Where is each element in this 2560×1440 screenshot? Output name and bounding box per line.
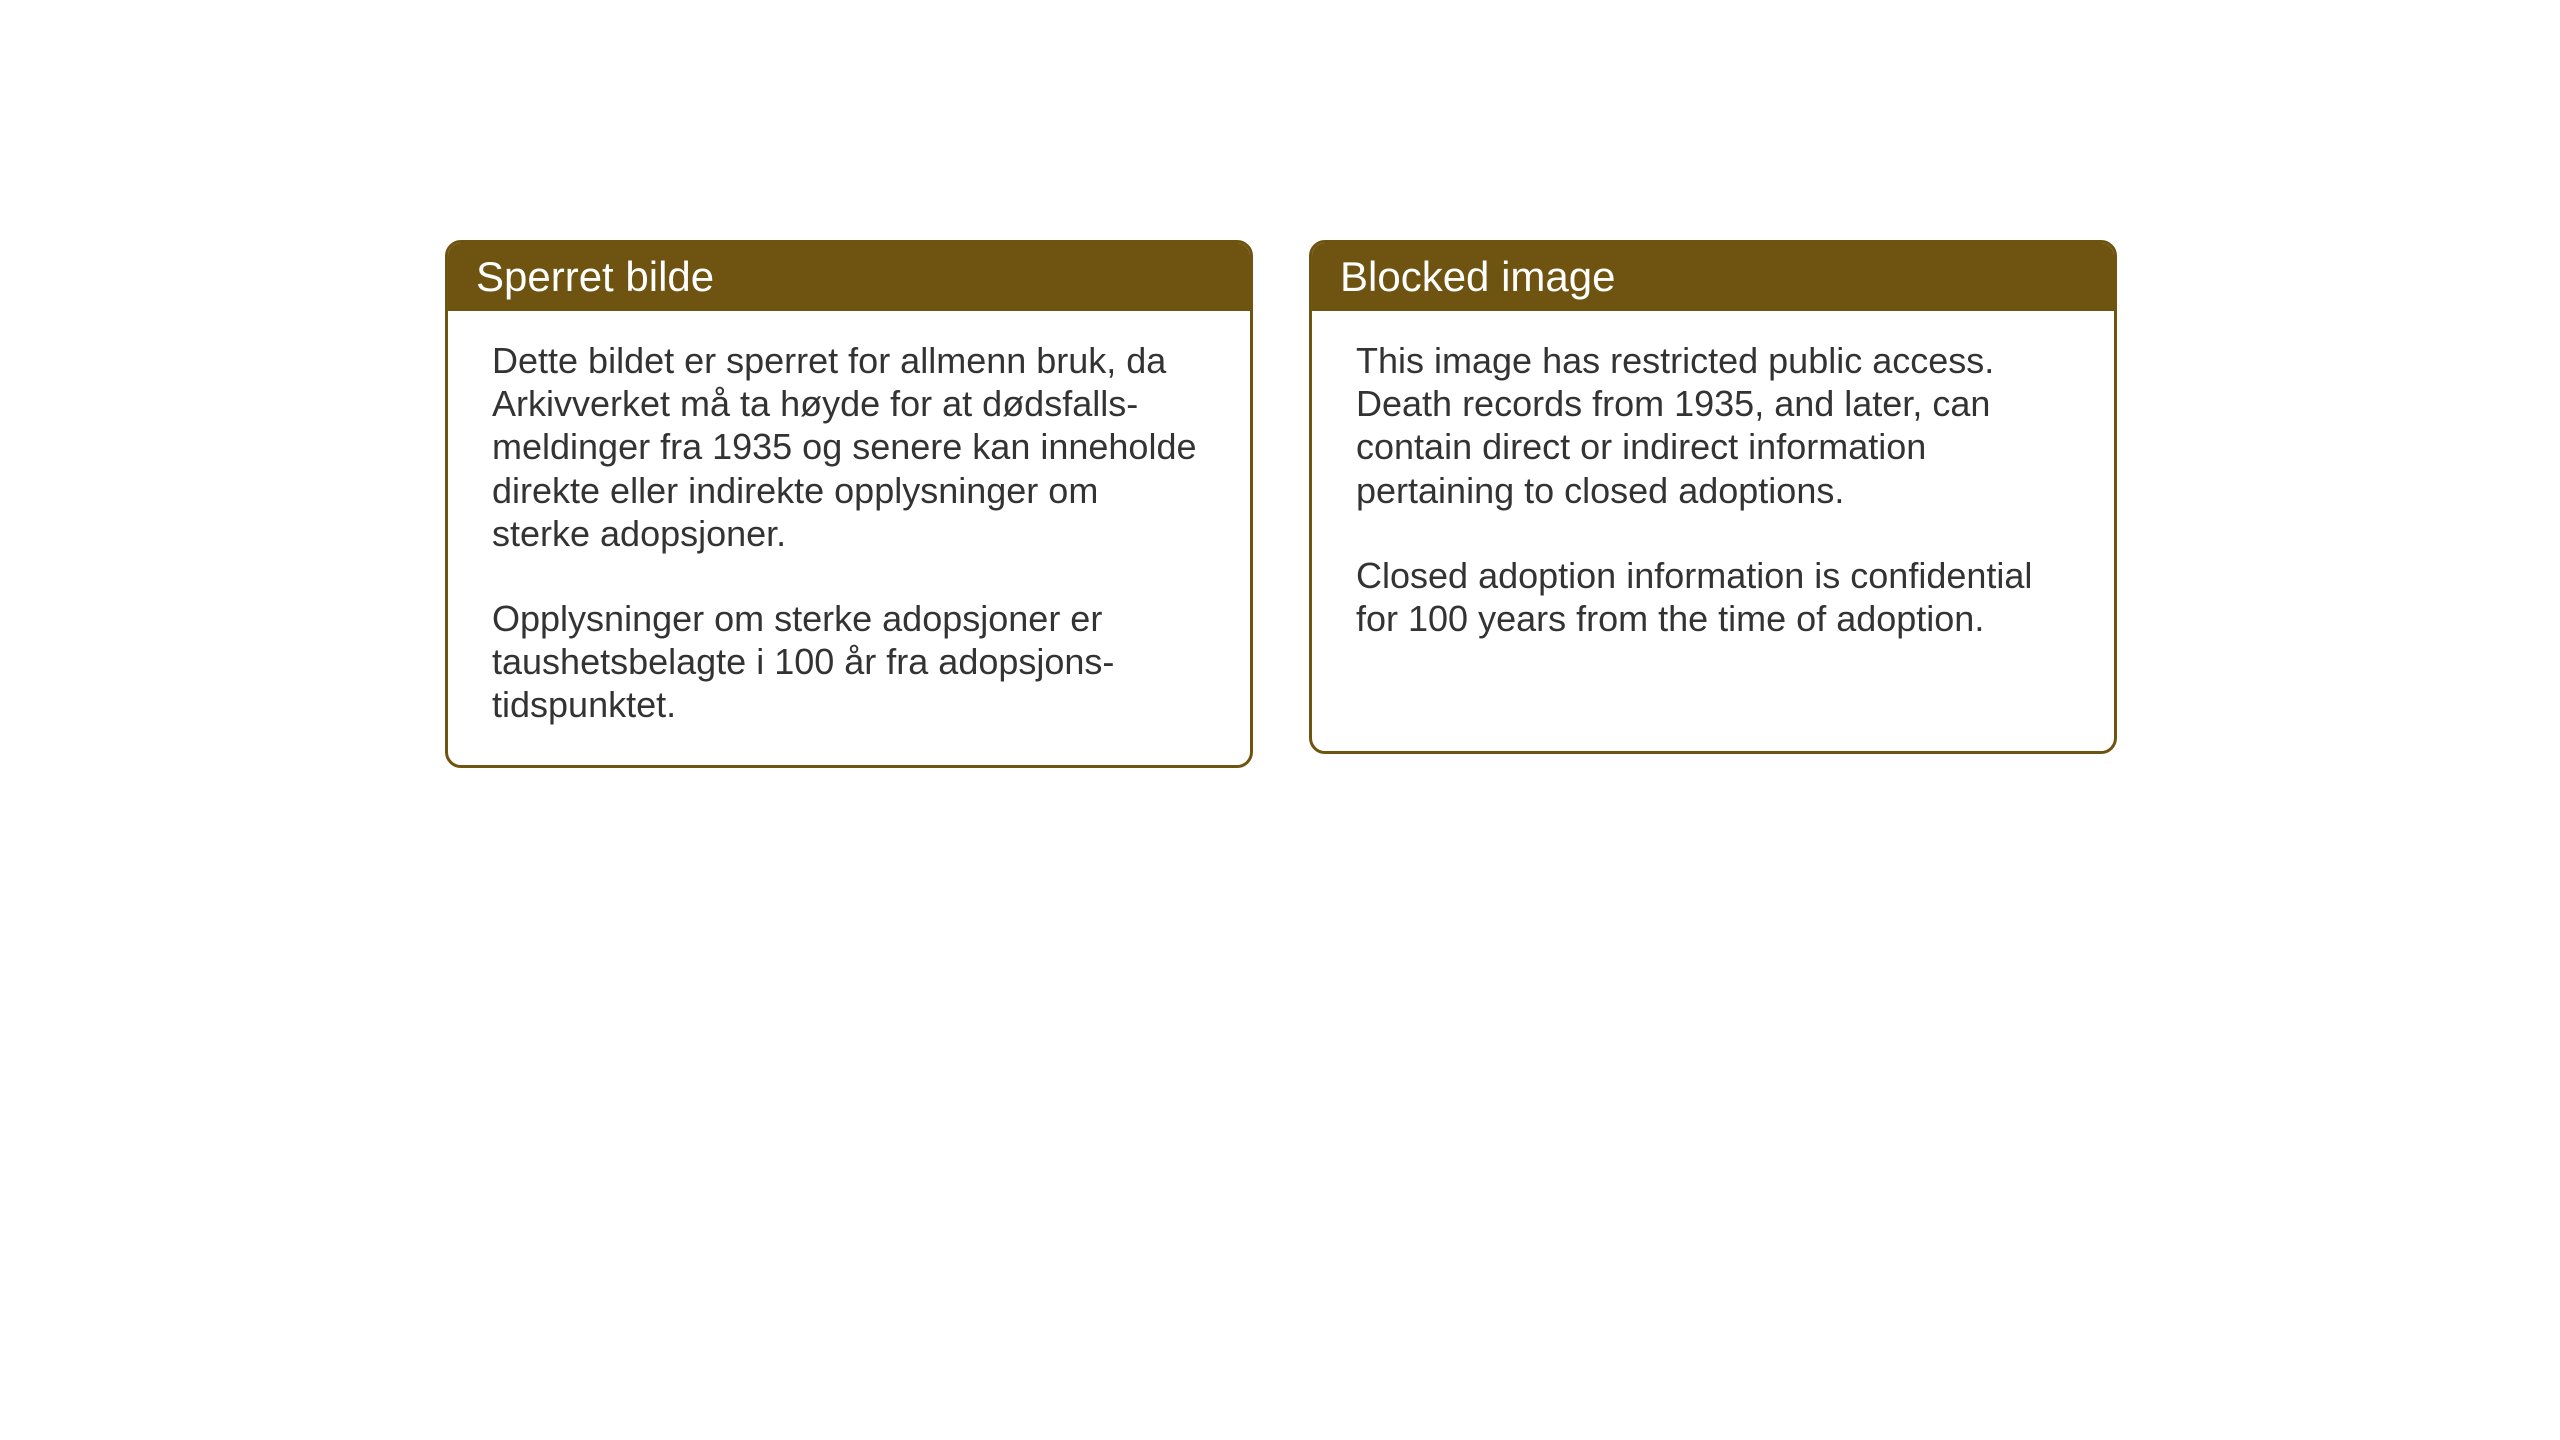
card-header-norwegian: Sperret bilde: [448, 243, 1250, 311]
card-header-english: Blocked image: [1312, 243, 2114, 311]
paragraph-1-english: This image has restricted public access.…: [1356, 339, 2070, 512]
card-title-norwegian: Sperret bilde: [476, 253, 714, 300]
paragraph-2-english: Closed adoption information is confident…: [1356, 554, 2070, 640]
notice-container: Sperret bilde Dette bildet er sperret fo…: [445, 240, 2117, 768]
paragraph-2-norwegian: Opplysninger om sterke adopsjoner er tau…: [492, 597, 1206, 727]
notice-card-english: Blocked image This image has restricted …: [1309, 240, 2117, 754]
card-body-english: This image has restricted public access.…: [1312, 311, 2114, 678]
card-body-norwegian: Dette bildet er sperret for allmenn bruk…: [448, 311, 1250, 765]
paragraph-1-norwegian: Dette bildet er sperret for allmenn bruk…: [492, 339, 1206, 555]
card-title-english: Blocked image: [1340, 253, 1615, 300]
notice-card-norwegian: Sperret bilde Dette bildet er sperret fo…: [445, 240, 1253, 768]
